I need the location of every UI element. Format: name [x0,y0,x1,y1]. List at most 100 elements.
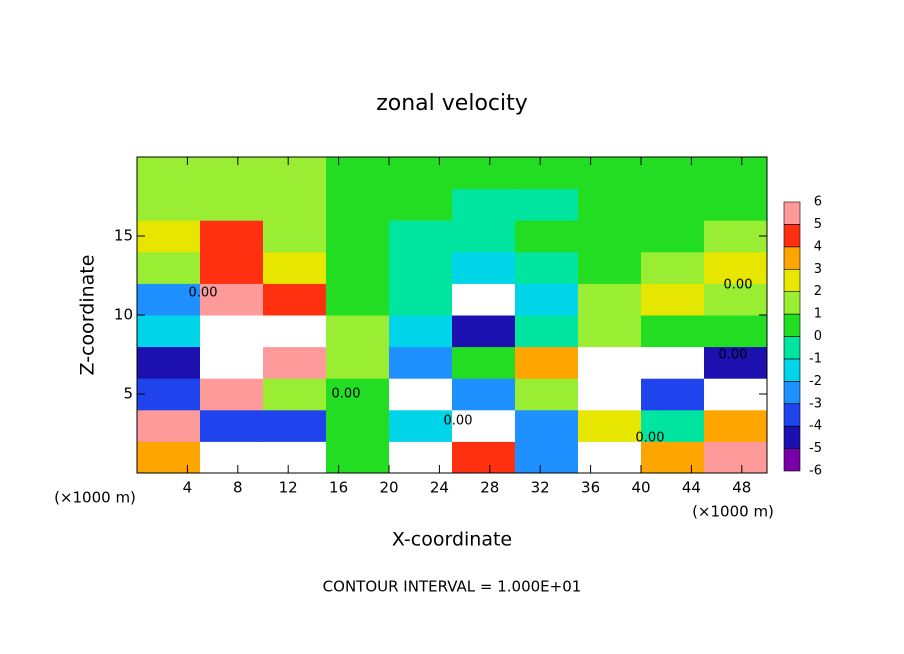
colorbar-swatch [783,246,801,270]
chart-title: zonal velocity [376,91,528,116]
cell [578,346,642,379]
cell [578,315,642,348]
cell [200,188,264,221]
cell [326,346,390,379]
colorbar-swatch [783,336,801,360]
cell [263,441,327,474]
contour-label: 0.00 [332,387,361,402]
cell [389,188,453,221]
cell [704,346,768,379]
colorbar-swatch [783,201,801,225]
cell [263,188,327,221]
cell [389,220,453,253]
cell [389,409,453,442]
cell [578,409,642,442]
colorbar-swatch [783,358,801,382]
cell [263,283,327,316]
cell [263,378,327,411]
cell [515,346,579,379]
cell [137,346,201,379]
cell [641,157,705,190]
y-tick-label: 15 [114,227,133,245]
cell [326,220,390,253]
cell [578,251,642,284]
cell [326,409,390,442]
cell [704,251,768,284]
cell [641,409,705,442]
x-axis-label: X-coordinate [392,529,512,551]
cell [578,283,642,316]
cell [641,441,705,474]
colorbar-label: -2 [809,374,822,389]
x-tick-label: 40 [631,479,650,497]
cell [704,378,768,411]
cell [263,220,327,253]
x-tick-label: 32 [531,479,550,497]
colorbar-label: 0 [814,329,822,344]
cell [515,220,579,253]
x-tick-label: 36 [581,479,600,497]
cell [452,220,516,253]
cell [389,157,453,190]
footer: CONTOUR INTERVAL = 1.000E+01 [323,578,582,596]
x-tick-label: 28 [480,479,499,497]
colorbar-swatch [783,403,801,427]
colorbar-label: 5 [814,217,822,232]
y-tick-label: 5 [123,385,133,403]
cell [137,188,201,221]
cell [389,315,453,348]
cell [389,251,453,284]
cell [515,251,579,284]
y-axis-label: Z-coordinate [77,255,99,376]
cell [137,251,201,284]
colorbar-label: 1 [814,307,822,322]
cell [641,315,705,348]
cell [452,188,516,221]
cell [263,409,327,442]
cell [704,283,768,316]
cell [326,251,390,284]
cell [578,441,642,474]
cell [389,283,453,316]
colorbar-label: -1 [809,351,822,366]
cell [263,315,327,348]
cell [704,315,768,348]
colorbar-swatch [783,381,801,405]
x-tick-label: 24 [430,479,449,497]
cell [515,283,579,316]
cell [137,378,201,411]
cell [137,315,201,348]
cell [452,378,516,411]
colorbar-swatch [783,448,801,472]
colorbar-label: 2 [814,284,822,299]
contour-label: 0.00 [636,431,665,446]
cell [452,157,516,190]
colorbar-swatch [783,224,801,248]
cell [578,188,642,221]
cell [641,378,705,411]
cell [515,315,579,348]
cell [326,378,390,411]
cell [326,441,390,474]
cell [389,441,453,474]
cell [326,157,390,190]
cell [200,315,264,348]
cell [641,283,705,316]
y-unit: (×1000 m) [54,489,136,507]
cell [515,441,579,474]
cell [137,409,201,442]
x-tick-label: 16 [329,479,348,497]
cell [263,251,327,284]
cell [452,409,516,442]
colorbar-label: 4 [814,239,822,254]
x-tick-label: 12 [279,479,298,497]
cell [515,188,579,221]
x-tick-label: 20 [379,479,398,497]
cell [704,157,768,190]
cell [200,220,264,253]
colorbar-swatch [783,291,801,315]
colorbar-swatch [783,313,801,337]
cell [704,220,768,253]
